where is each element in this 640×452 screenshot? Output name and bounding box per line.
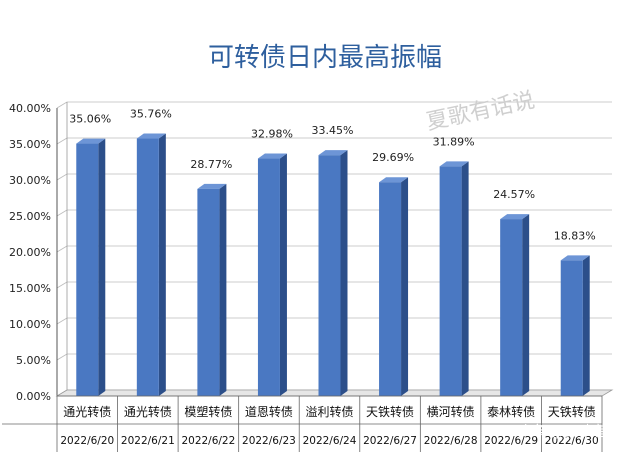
x-date-label: 2022/6/20	[60, 435, 114, 447]
bar	[197, 183, 227, 396]
x-category-label: 天铁转债	[366, 404, 414, 419]
data-label: 29.69%	[372, 151, 414, 164]
watermark-center: 夏歌有话说	[424, 88, 537, 135]
bar	[500, 214, 530, 396]
bar-top	[76, 138, 106, 144]
x-date-label: 2022/6/24	[303, 435, 357, 447]
data-label: 18.83%	[554, 229, 596, 242]
grid-line-diagonal	[56, 209, 68, 217]
x-date-label: 2022/6/21	[121, 435, 175, 447]
data-labels: 35.06% 35.76% 28.77% 32.98% 33.45% 29.69% 31.8…	[69, 108, 595, 243]
bar	[318, 150, 348, 396]
bar-side	[158, 133, 166, 396]
x-category-label: 横河转债	[427, 404, 475, 419]
bar-top	[439, 161, 469, 167]
y-tick-label: 40.00%	[9, 102, 51, 115]
data-label: 35.06%	[69, 113, 111, 126]
chart-title: 可转债日内最高振幅	[208, 43, 442, 73]
x-date-label: 2022/6/29	[484, 435, 538, 447]
y-tick-label: 25.00%	[9, 210, 51, 223]
category-table	[2, 395, 603, 452]
bar-side	[98, 138, 106, 396]
grid-line-diagonal	[56, 317, 68, 325]
bar-top	[197, 183, 227, 189]
bar-front	[257, 158, 280, 396]
y-tick-label: 35.00%	[9, 138, 51, 151]
x-category-label: 通光转债	[124, 404, 172, 419]
bar-side	[461, 161, 469, 396]
y-tick-label: 15.00%	[9, 282, 51, 295]
x-category-label: 泰林转债	[487, 404, 535, 419]
watermark-credit: 头条 @夏歌有话说	[518, 423, 634, 440]
x-category-label: 天铁转债	[548, 404, 596, 419]
bar-side	[340, 150, 348, 396]
y-tick-label: 5.00%	[16, 354, 51, 367]
x-category-label: 模塑转债	[184, 404, 232, 419]
y-tick-label: 20.00%	[9, 246, 51, 259]
x-date-label: 2022/6/22	[181, 435, 235, 447]
data-label: 32.98%	[251, 128, 293, 141]
bar-front	[136, 138, 159, 396]
x-date-label: 2022/6/30	[545, 435, 599, 447]
bar-front	[197, 188, 220, 396]
y-axis-ticks: 0.00% 5.00% 10.00% 15.00% 20.00% 25.00% 30.00%…	[9, 102, 51, 403]
y-tick-label: 30.00%	[9, 174, 51, 187]
bar-front	[439, 166, 462, 396]
bar-side	[219, 183, 227, 396]
x-date-label: 2022/6/23	[242, 435, 296, 447]
grid-line-diagonal	[56, 281, 68, 289]
data-label: 35.76%	[130, 108, 172, 121]
x-category-label: 道恩转债	[245, 404, 293, 419]
bar	[439, 161, 469, 396]
grid-line-diagonal	[56, 353, 68, 361]
y-tick-label: 10.00%	[9, 318, 51, 331]
grid-line-diagonal	[56, 137, 68, 145]
bar-front	[560, 260, 583, 396]
bar-front	[76, 143, 99, 396]
data-label: 33.45%	[312, 124, 354, 137]
bars	[76, 133, 590, 396]
bar-front	[379, 182, 402, 396]
grid-line-diagonal	[56, 101, 68, 109]
data-label: 28.77%	[190, 158, 232, 171]
bar-top	[379, 177, 409, 183]
grid-line-diagonal	[56, 173, 68, 181]
bar-top	[560, 255, 590, 261]
bar-top	[500, 214, 530, 220]
bar	[560, 255, 590, 396]
x-category-label: 通光转债	[63, 404, 111, 419]
bar-side	[401, 177, 409, 396]
x-date-label: 2022/6/27	[363, 435, 417, 447]
bar-side	[582, 255, 590, 396]
bar-top	[257, 153, 287, 159]
y-tick-label: 0.00%	[16, 390, 51, 403]
grid-line-diagonal	[56, 245, 68, 253]
x-date-label: 2022/6/28	[424, 435, 478, 447]
bar-top	[318, 150, 348, 156]
data-label: 24.57%	[493, 188, 535, 201]
bar	[257, 153, 287, 396]
bar-front	[500, 219, 523, 396]
x-axis-categories: 通光转债 通光转债 模塑转债 道恩转债 溢利转债 天铁转债 横河转债 泰林转债 天铁转债	[2, 395, 603, 452]
bar	[76, 138, 106, 396]
bar-front	[318, 155, 341, 396]
x-axis-dates: 2022/6/20 2022/6/21 2022/6/22 2022/6/23 2022…	[60, 435, 598, 447]
bar	[379, 177, 409, 396]
x-category-label: 溢利转债	[305, 404, 353, 419]
bar	[136, 133, 166, 396]
bar-top	[136, 133, 166, 139]
data-label: 31.89%	[433, 135, 475, 148]
bar-side	[522, 214, 530, 396]
bar-side	[279, 153, 287, 396]
